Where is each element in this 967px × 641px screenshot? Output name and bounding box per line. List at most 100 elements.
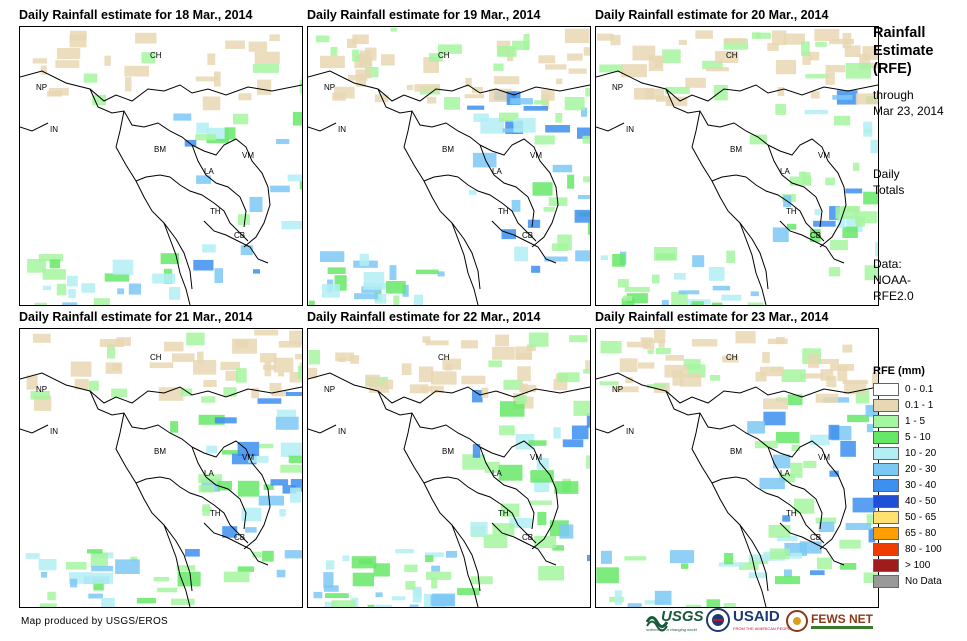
rain-patch	[278, 372, 284, 376]
rain-patch	[373, 605, 393, 607]
rain-patch	[206, 446, 217, 454]
legend-swatch	[873, 383, 899, 396]
rain-patch	[193, 360, 216, 375]
country-label-cb: CB	[810, 231, 821, 240]
rain-patch	[529, 333, 549, 347]
country-label-vm: VM	[818, 151, 830, 160]
rain-patch	[173, 114, 191, 121]
rain-patch	[70, 579, 77, 588]
rain-patch	[633, 46, 656, 61]
usgs-tagline: science for a changing world	[646, 627, 697, 632]
rain-patch	[648, 350, 654, 354]
rain-patch	[39, 559, 57, 570]
rain-patch	[186, 333, 204, 346]
rain-patch	[773, 227, 789, 242]
legend-swatch	[873, 463, 899, 476]
rain-patch	[665, 87, 690, 94]
rain-patch	[289, 456, 302, 463]
country-border	[712, 477, 746, 483]
rain-patch	[655, 57, 662, 68]
rain-patch	[70, 35, 87, 48]
rain-patch	[512, 200, 521, 212]
rain-patch	[529, 440, 547, 446]
rain-patch	[825, 72, 834, 85]
usaid-name: USAID	[733, 608, 780, 625]
country-label-th: TH	[210, 207, 221, 216]
country-label-bm: BM	[442, 447, 454, 456]
rain-patch	[201, 396, 215, 402]
rain-patch	[612, 254, 625, 267]
rain-patch	[834, 116, 850, 126]
rain-patch	[601, 255, 608, 260]
rain-patch	[300, 180, 302, 189]
rain-patch	[33, 58, 47, 63]
rain-patch	[863, 122, 872, 137]
country-label-cb: CB	[810, 533, 821, 542]
country-label-la: LA	[204, 167, 214, 176]
rain-patch	[585, 360, 590, 370]
legend-swatch	[873, 559, 899, 572]
legend-label: No Data	[905, 575, 942, 588]
rain-patch	[414, 295, 423, 305]
fewsnet-logo: FEWS NET	[786, 606, 866, 636]
rain-patch	[150, 362, 174, 368]
country-label-th: TH	[210, 509, 221, 518]
rain-patch	[558, 372, 580, 382]
rain-patch	[842, 227, 857, 238]
rain-patch	[628, 603, 642, 607]
rain-patch	[293, 112, 302, 126]
country-label-ch: CH	[150, 51, 162, 60]
country-label-cb: CB	[234, 533, 245, 542]
country-label-np: NP	[36, 83, 47, 92]
rain-patch	[790, 553, 802, 559]
rain-patch	[117, 288, 124, 294]
rain-patch	[402, 363, 412, 375]
rain-patch	[71, 362, 92, 377]
rain-patch	[587, 555, 590, 561]
rain-patch	[87, 549, 103, 553]
rain-patch	[323, 572, 333, 588]
rain-patch	[572, 426, 589, 440]
rain-patch	[679, 290, 700, 294]
rain-patch	[423, 336, 431, 343]
rain-patch	[84, 74, 98, 83]
rain-patch	[257, 80, 271, 95]
legend-item: 0 - 0.1	[873, 382, 965, 398]
country-label-th: TH	[786, 509, 797, 518]
rain-patch	[666, 355, 684, 361]
rain-patch	[670, 550, 694, 563]
rain-patch	[233, 114, 248, 125]
country-label-vm: VM	[242, 151, 254, 160]
rain-patch	[215, 268, 224, 283]
rain-patch	[545, 64, 566, 69]
rain-patch	[309, 350, 320, 364]
rain-patch	[125, 77, 131, 91]
rain-patch	[481, 388, 488, 398]
rain-patch	[360, 51, 371, 67]
rain-patch	[772, 31, 787, 46]
rain-patch	[225, 127, 236, 139]
rain-patch	[523, 34, 529, 50]
legend-swatch	[873, 543, 899, 556]
rain-patch	[709, 267, 725, 281]
rain-patch	[499, 465, 523, 481]
rain-patch	[751, 291, 759, 296]
rain-patch	[342, 556, 349, 562]
rain-patch	[810, 435, 830, 446]
rain-patch	[531, 266, 540, 273]
rain-patch	[808, 353, 819, 367]
country-border	[192, 139, 270, 247]
legend-swatch	[873, 431, 899, 444]
country-label-in: IN	[626, 427, 634, 436]
rain-patch	[665, 365, 689, 378]
sidebar-title-line: Rainfall	[873, 24, 963, 42]
rain-patch	[776, 60, 796, 74]
rain-patch	[407, 85, 413, 90]
rain-patch	[410, 605, 419, 608]
